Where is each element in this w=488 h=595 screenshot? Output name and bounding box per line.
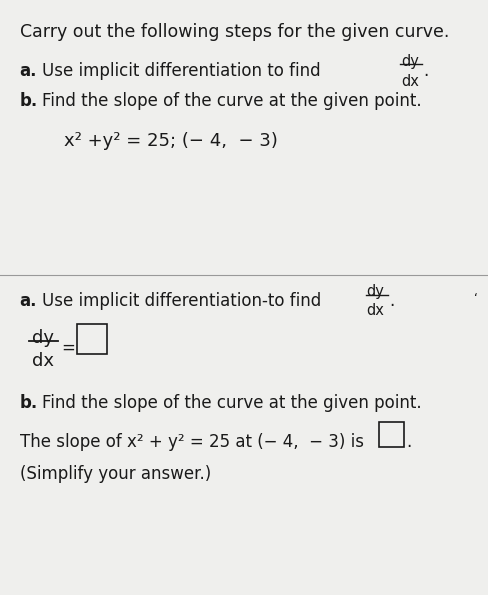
Text: b.: b. bbox=[20, 394, 38, 412]
Text: Use implicit differentiation‐to find: Use implicit differentiation‐to find bbox=[41, 292, 320, 309]
Text: a.: a. bbox=[20, 292, 37, 309]
Text: Find the slope of the curve at the given point.: Find the slope of the curve at the given… bbox=[41, 394, 420, 412]
Text: dy: dy bbox=[400, 54, 418, 68]
Text: =: = bbox=[61, 339, 75, 357]
Text: .: . bbox=[405, 433, 410, 451]
Text: Carry out the following steps for the given curve.: Carry out the following steps for the gi… bbox=[20, 23, 448, 40]
Text: (Simplify your answer.): (Simplify your answer.) bbox=[20, 465, 210, 483]
Text: .: . bbox=[423, 62, 428, 80]
Text: dy: dy bbox=[32, 329, 54, 347]
Text: dx: dx bbox=[32, 352, 54, 370]
Text: a.: a. bbox=[20, 62, 37, 80]
Text: Find the slope of the curve at the given point.: Find the slope of the curve at the given… bbox=[41, 92, 420, 110]
Text: x² +y² = 25; (− 4,  − 3): x² +y² = 25; (− 4, − 3) bbox=[63, 132, 277, 150]
Text: b.: b. bbox=[20, 92, 38, 110]
Text: ‘: ‘ bbox=[473, 292, 477, 305]
Text: The slope of x² + y² = 25 at (− 4,  − 3) is: The slope of x² + y² = 25 at (− 4, − 3) … bbox=[20, 433, 363, 451]
Text: dy: dy bbox=[366, 284, 384, 299]
Text: dx: dx bbox=[366, 303, 384, 318]
Bar bbox=[77, 324, 106, 354]
Text: .: . bbox=[388, 292, 394, 309]
Text: Use implicit differentiation to find: Use implicit differentiation to find bbox=[41, 62, 320, 80]
Bar bbox=[378, 422, 404, 447]
Text: dx: dx bbox=[400, 74, 418, 89]
